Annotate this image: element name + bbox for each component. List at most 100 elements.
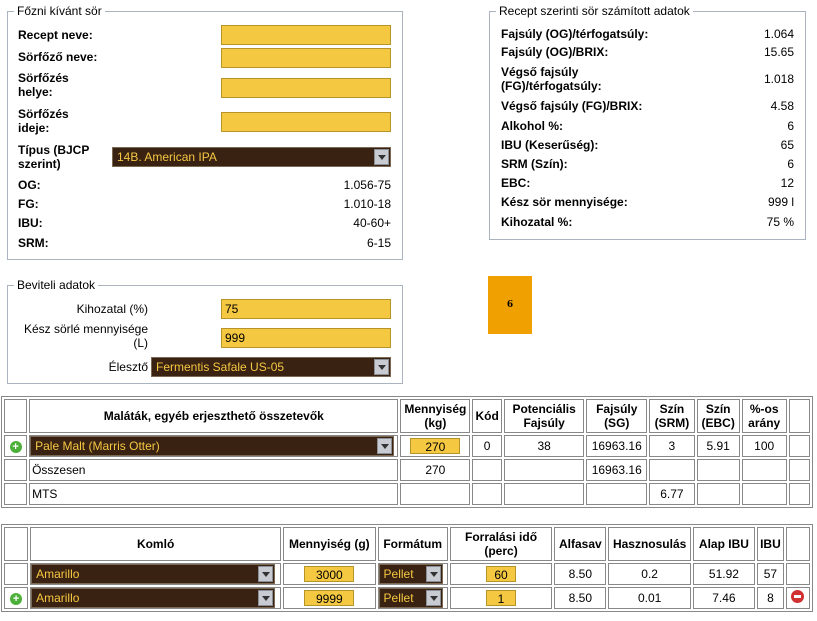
input-data-legend: Beviteli adatok xyxy=(17,278,96,292)
hop-table: Komló Mennyiség (g) Formátum Forralási i… xyxy=(1,524,813,612)
calc-label-srm: SRM (Szín): xyxy=(501,157,568,171)
calc-label-ibu: IBU (Keserűség): xyxy=(501,138,599,152)
recipe-name-input[interactable] xyxy=(221,25,391,45)
malt-header-code: Kód xyxy=(472,399,503,433)
srm-label: SRM: xyxy=(18,236,49,250)
hop-select[interactable]: Amarillo xyxy=(31,588,276,608)
brew-place-input[interactable] xyxy=(221,78,391,98)
hop-format-select[interactable]: Pellet xyxy=(378,564,443,584)
malt-header-action xyxy=(788,399,810,433)
srm-value: 6-15 xyxy=(366,236,391,250)
total-srm xyxy=(649,459,695,481)
input-data-panel: Beviteli adatok xyxy=(7,278,403,384)
hop-ibu: 57 xyxy=(757,563,784,585)
malt-action-cell xyxy=(788,435,810,457)
brewer-name-input[interactable] xyxy=(221,48,391,68)
chevron-down-icon[interactable] xyxy=(425,590,441,606)
chevron-down-icon[interactable] xyxy=(425,566,441,582)
mts-potential xyxy=(504,483,585,505)
hop-amount-input[interactable]: 9999 xyxy=(304,590,355,606)
malt-name: Pale Malt (Marris Otter) xyxy=(35,439,160,453)
total-sg: 16963.16 xyxy=(586,459,648,481)
malt-amount-input[interactable]: 270 xyxy=(410,438,461,454)
mts-pct xyxy=(741,483,787,505)
chevron-down-icon[interactable] xyxy=(258,590,274,606)
calc-value-fg-brix: 4.58 xyxy=(770,99,794,113)
malt-header-pct: %-os arány xyxy=(741,399,787,433)
malt-table: Maláták, egyéb erjeszthető összetevők Me… xyxy=(1,396,813,508)
brew-place-label: Sörfőzés helye: xyxy=(18,71,69,99)
hop-amount-input[interactable]: 3000 xyxy=(304,566,355,582)
hop-time-input[interactable]: 60 xyxy=(486,566,517,582)
hop-format-select[interactable]: Pellet xyxy=(378,588,443,608)
hop-header-time: Forralási idő (perc) xyxy=(449,527,553,561)
beer-type-select[interactable]: 14B. American IPA xyxy=(112,147,391,167)
hop-time-cell: 60 xyxy=(449,563,553,585)
malt-header-name: Maláták, egyéb erjeszthető összetevők xyxy=(29,399,399,433)
calc-value-alcohol: 6 xyxy=(787,119,794,133)
hop-time-input[interactable]: 1 xyxy=(486,590,517,606)
efficiency-input[interactable]: 75 xyxy=(221,299,391,319)
hop-ibu: 8 xyxy=(757,587,784,609)
hop-util: 0.2 xyxy=(608,563,691,585)
calc-value-ebc: 12 xyxy=(780,176,794,190)
wort-volume-input[interactable]: 999 xyxy=(221,328,391,348)
calc-value-efficiency: 75 % xyxy=(766,215,794,229)
malt-header-blank xyxy=(4,399,28,433)
malt-total-row: Összesen 270 16963.16 xyxy=(4,459,810,481)
hop-alpha: 8.50 xyxy=(554,563,607,585)
chevron-down-icon[interactable] xyxy=(377,438,393,454)
calc-value-srm: 6 xyxy=(787,157,794,171)
chevron-down-icon[interactable] xyxy=(374,359,389,375)
hop-action-cell xyxy=(785,563,810,585)
wanted-beer-panel: Főzni kívánt sör xyxy=(7,4,403,260)
malt-select[interactable]: Pale Malt (Marris Otter) xyxy=(30,436,395,456)
malt-header-srm: Szín (SRM) xyxy=(649,399,695,433)
add-icon[interactable]: + xyxy=(9,441,22,453)
malt-pct: 100 xyxy=(741,435,787,457)
brewer-name-label: Sörfőző neve: xyxy=(18,50,98,64)
calc-value-ibu: 65 xyxy=(780,138,794,152)
malt-header-row: Maláták, egyéb erjeszthető összetevők Me… xyxy=(4,399,810,433)
chevron-down-icon[interactable] xyxy=(258,566,274,582)
hop-header-row: Komló Mennyiség (g) Formátum Forralási i… xyxy=(4,527,810,561)
beer-type-label: Típus (BJCP szerint) xyxy=(18,143,90,171)
hop-base-ibu: 51.92 xyxy=(692,563,756,585)
calc-label-og-volume: Fajsúly (OG)/térfogatsúly: xyxy=(501,27,649,41)
hop-header-format: Formátum xyxy=(377,527,448,561)
total-label: Összesen xyxy=(29,459,399,481)
yeast-value: Fermentis Safale US-05 xyxy=(156,360,285,374)
calc-label-fg-volume: Végső fajsúly (FG)/térfogatsúly: xyxy=(501,65,602,93)
chevron-down-icon[interactable] xyxy=(374,149,389,165)
hop-header-action xyxy=(785,527,810,561)
malt-ebc: 5.91 xyxy=(696,435,740,457)
hop-amount-cell: 3000 xyxy=(283,563,376,585)
hop-row: + Amarillo 9999 Pellet 1 8.50 0.01 7.46 … xyxy=(4,587,810,609)
hop-name: Amarillo xyxy=(36,567,80,581)
calc-label-fg-brix: Végső fajsúly (FG)/BRIX: xyxy=(501,99,643,113)
yeast-label: Élesztő xyxy=(108,360,148,374)
mts-blank xyxy=(4,483,28,505)
calc-label-og-brix: Fajsúly (OG)/BRIX: xyxy=(501,45,609,59)
recipe-name-label: Recept neve: xyxy=(18,28,93,42)
yeast-select[interactable]: Fermentis Safale US-05 xyxy=(151,357,391,377)
hop-header-util: Hasznosulás xyxy=(608,527,691,561)
malt-name-cell: Pale Malt (Marris Otter) xyxy=(29,435,399,457)
hop-alpha: 8.50 xyxy=(554,587,607,609)
remove-icon[interactable] xyxy=(791,590,805,603)
hop-name-cell: Amarillo xyxy=(30,563,282,585)
calc-label-volume: Kész sör mennyisége: xyxy=(501,195,628,209)
hop-util: 0.01 xyxy=(608,587,691,609)
malt-header-sg: Fajsúly (SG) xyxy=(586,399,648,433)
brew-time-input[interactable] xyxy=(221,112,391,132)
mts-label: MTS xyxy=(29,483,399,505)
fg-value: 1.010-18 xyxy=(343,197,391,211)
calc-label-ebc: EBC: xyxy=(501,176,531,190)
add-icon[interactable]: + xyxy=(10,593,23,605)
calc-value-og-brix: 15.65 xyxy=(763,45,794,59)
hop-select[interactable]: Amarillo xyxy=(31,564,276,584)
mts-sg xyxy=(586,483,648,505)
hop-format-cell: Pellet xyxy=(377,563,448,585)
hop-amount-cell: 9999 xyxy=(283,587,376,609)
malt-code: 0 xyxy=(472,435,503,457)
